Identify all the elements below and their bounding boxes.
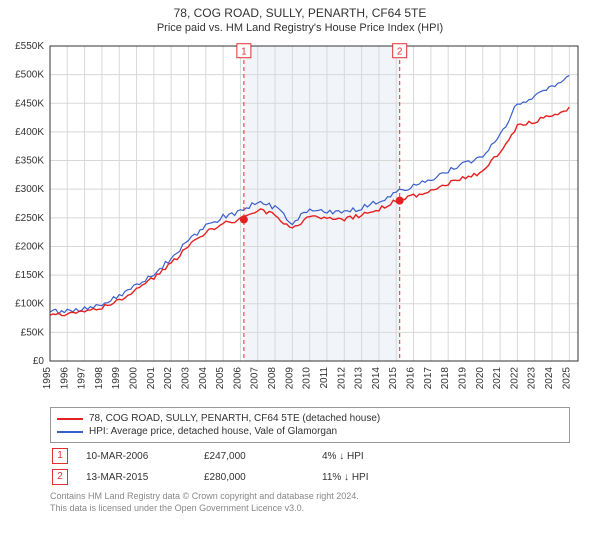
svg-text:£50K: £50K [21, 327, 45, 338]
footer-line-2: This data is licensed under the Open Gov… [50, 503, 570, 515]
svg-text:2006: 2006 [232, 367, 243, 390]
svg-text:1: 1 [241, 47, 247, 58]
svg-text:£0: £0 [33, 356, 45, 367]
svg-text:2012: 2012 [336, 367, 347, 390]
svg-text:2009: 2009 [284, 367, 295, 390]
footer-note: Contains HM Land Registry data © Crown c… [50, 491, 570, 514]
svg-text:2018: 2018 [440, 367, 451, 390]
svg-text:£450K: £450K [15, 98, 44, 109]
chart-title-sub: Price paid vs. HM Land Registry's House … [0, 20, 600, 38]
legend-row: 78, COG ROAD, SULLY, PENARTH, CF64 5TE (… [57, 412, 563, 425]
svg-text:2019: 2019 [457, 367, 468, 390]
svg-text:2010: 2010 [302, 367, 313, 390]
svg-text:1998: 1998 [94, 367, 105, 390]
svg-text:2004: 2004 [198, 367, 209, 390]
legend-swatch [57, 431, 83, 433]
price-chart: £0 £50K £100K £150K £200K £250K £300K £350K £400… [0, 38, 600, 403]
legend-label: 78, COG ROAD, SULLY, PENARTH, CF64 5TE (… [89, 413, 380, 424]
svg-text:2016: 2016 [406, 367, 417, 390]
chart-title-main: 78, COG ROAD, SULLY, PENARTH, CF64 5TE [0, 0, 600, 20]
legend-label: HPI: Average price, detached house, Vale… [89, 426, 337, 437]
footer-line-1: Contains HM Land Registry data © Crown c… [50, 491, 570, 503]
svg-text:£350K: £350K [15, 156, 44, 167]
svg-text:2025: 2025 [561, 367, 572, 390]
svg-text:2003: 2003 [180, 367, 191, 390]
legend-box: 78, COG ROAD, SULLY, PENARTH, CF64 5TE (… [50, 407, 570, 443]
svg-text:2000: 2000 [129, 367, 140, 390]
marker-badge: 1 [52, 448, 68, 464]
svg-text:2024: 2024 [544, 367, 555, 390]
svg-text:2023: 2023 [527, 367, 538, 390]
svg-text:2015: 2015 [388, 367, 399, 390]
legend-block: 78, COG ROAD, SULLY, PENARTH, CF64 5TE (… [50, 407, 570, 485]
svg-text:2021: 2021 [492, 367, 503, 390]
svg-text:£150K: £150K [15, 270, 44, 281]
svg-text:2008: 2008 [267, 367, 278, 390]
marker-row: 1 10-MAR-2006 £247,000 4% ↓ HPI [50, 443, 570, 464]
svg-text:£100K: £100K [15, 299, 44, 310]
svg-text:2014: 2014 [371, 367, 382, 390]
svg-text:£400K: £400K [15, 127, 44, 138]
svg-text:2017: 2017 [423, 367, 434, 390]
svg-text:1997: 1997 [77, 367, 88, 390]
marker-badge: 2 [52, 469, 68, 485]
marker-row: 2 13-MAR-2015 £280,000 11% ↓ HPI [50, 464, 570, 485]
svg-text:1995: 1995 [42, 367, 53, 390]
svg-text:2020: 2020 [475, 367, 486, 390]
svg-text:£550K: £550K [15, 41, 44, 52]
marker-delta: 11% ↓ HPI [322, 472, 422, 483]
marker-table: 1 10-MAR-2006 £247,000 4% ↓ HPI 2 13-MAR-2015… [50, 443, 570, 485]
svg-text:£300K: £300K [15, 184, 44, 195]
svg-text:£250K: £250K [15, 213, 44, 224]
svg-text:£500K: £500K [15, 70, 44, 81]
marker-date: 13-MAR-2015 [86, 472, 186, 483]
svg-text:2: 2 [397, 47, 403, 58]
marker-delta: 4% ↓ HPI [322, 451, 422, 462]
svg-text:2013: 2013 [354, 367, 365, 390]
marker-price: £280,000 [204, 472, 304, 483]
marker-date: 10-MAR-2006 [86, 451, 186, 462]
legend-row: HPI: Average price, detached house, Vale… [57, 425, 563, 438]
svg-text:1999: 1999 [111, 367, 122, 390]
svg-text:2005: 2005 [215, 367, 226, 390]
svg-text:2001: 2001 [146, 367, 157, 390]
chart-container: 78, COG ROAD, SULLY, PENARTH, CF64 5TE P… [0, 0, 600, 560]
svg-text:2011: 2011 [319, 367, 330, 389]
marker-price: £247,000 [204, 451, 304, 462]
svg-text:2007: 2007 [250, 367, 261, 390]
svg-text:2022: 2022 [509, 367, 520, 390]
svg-text:1996: 1996 [59, 367, 70, 390]
svg-text:2002: 2002 [163, 367, 174, 390]
legend-swatch [57, 418, 83, 420]
svg-text:£200K: £200K [15, 241, 44, 252]
